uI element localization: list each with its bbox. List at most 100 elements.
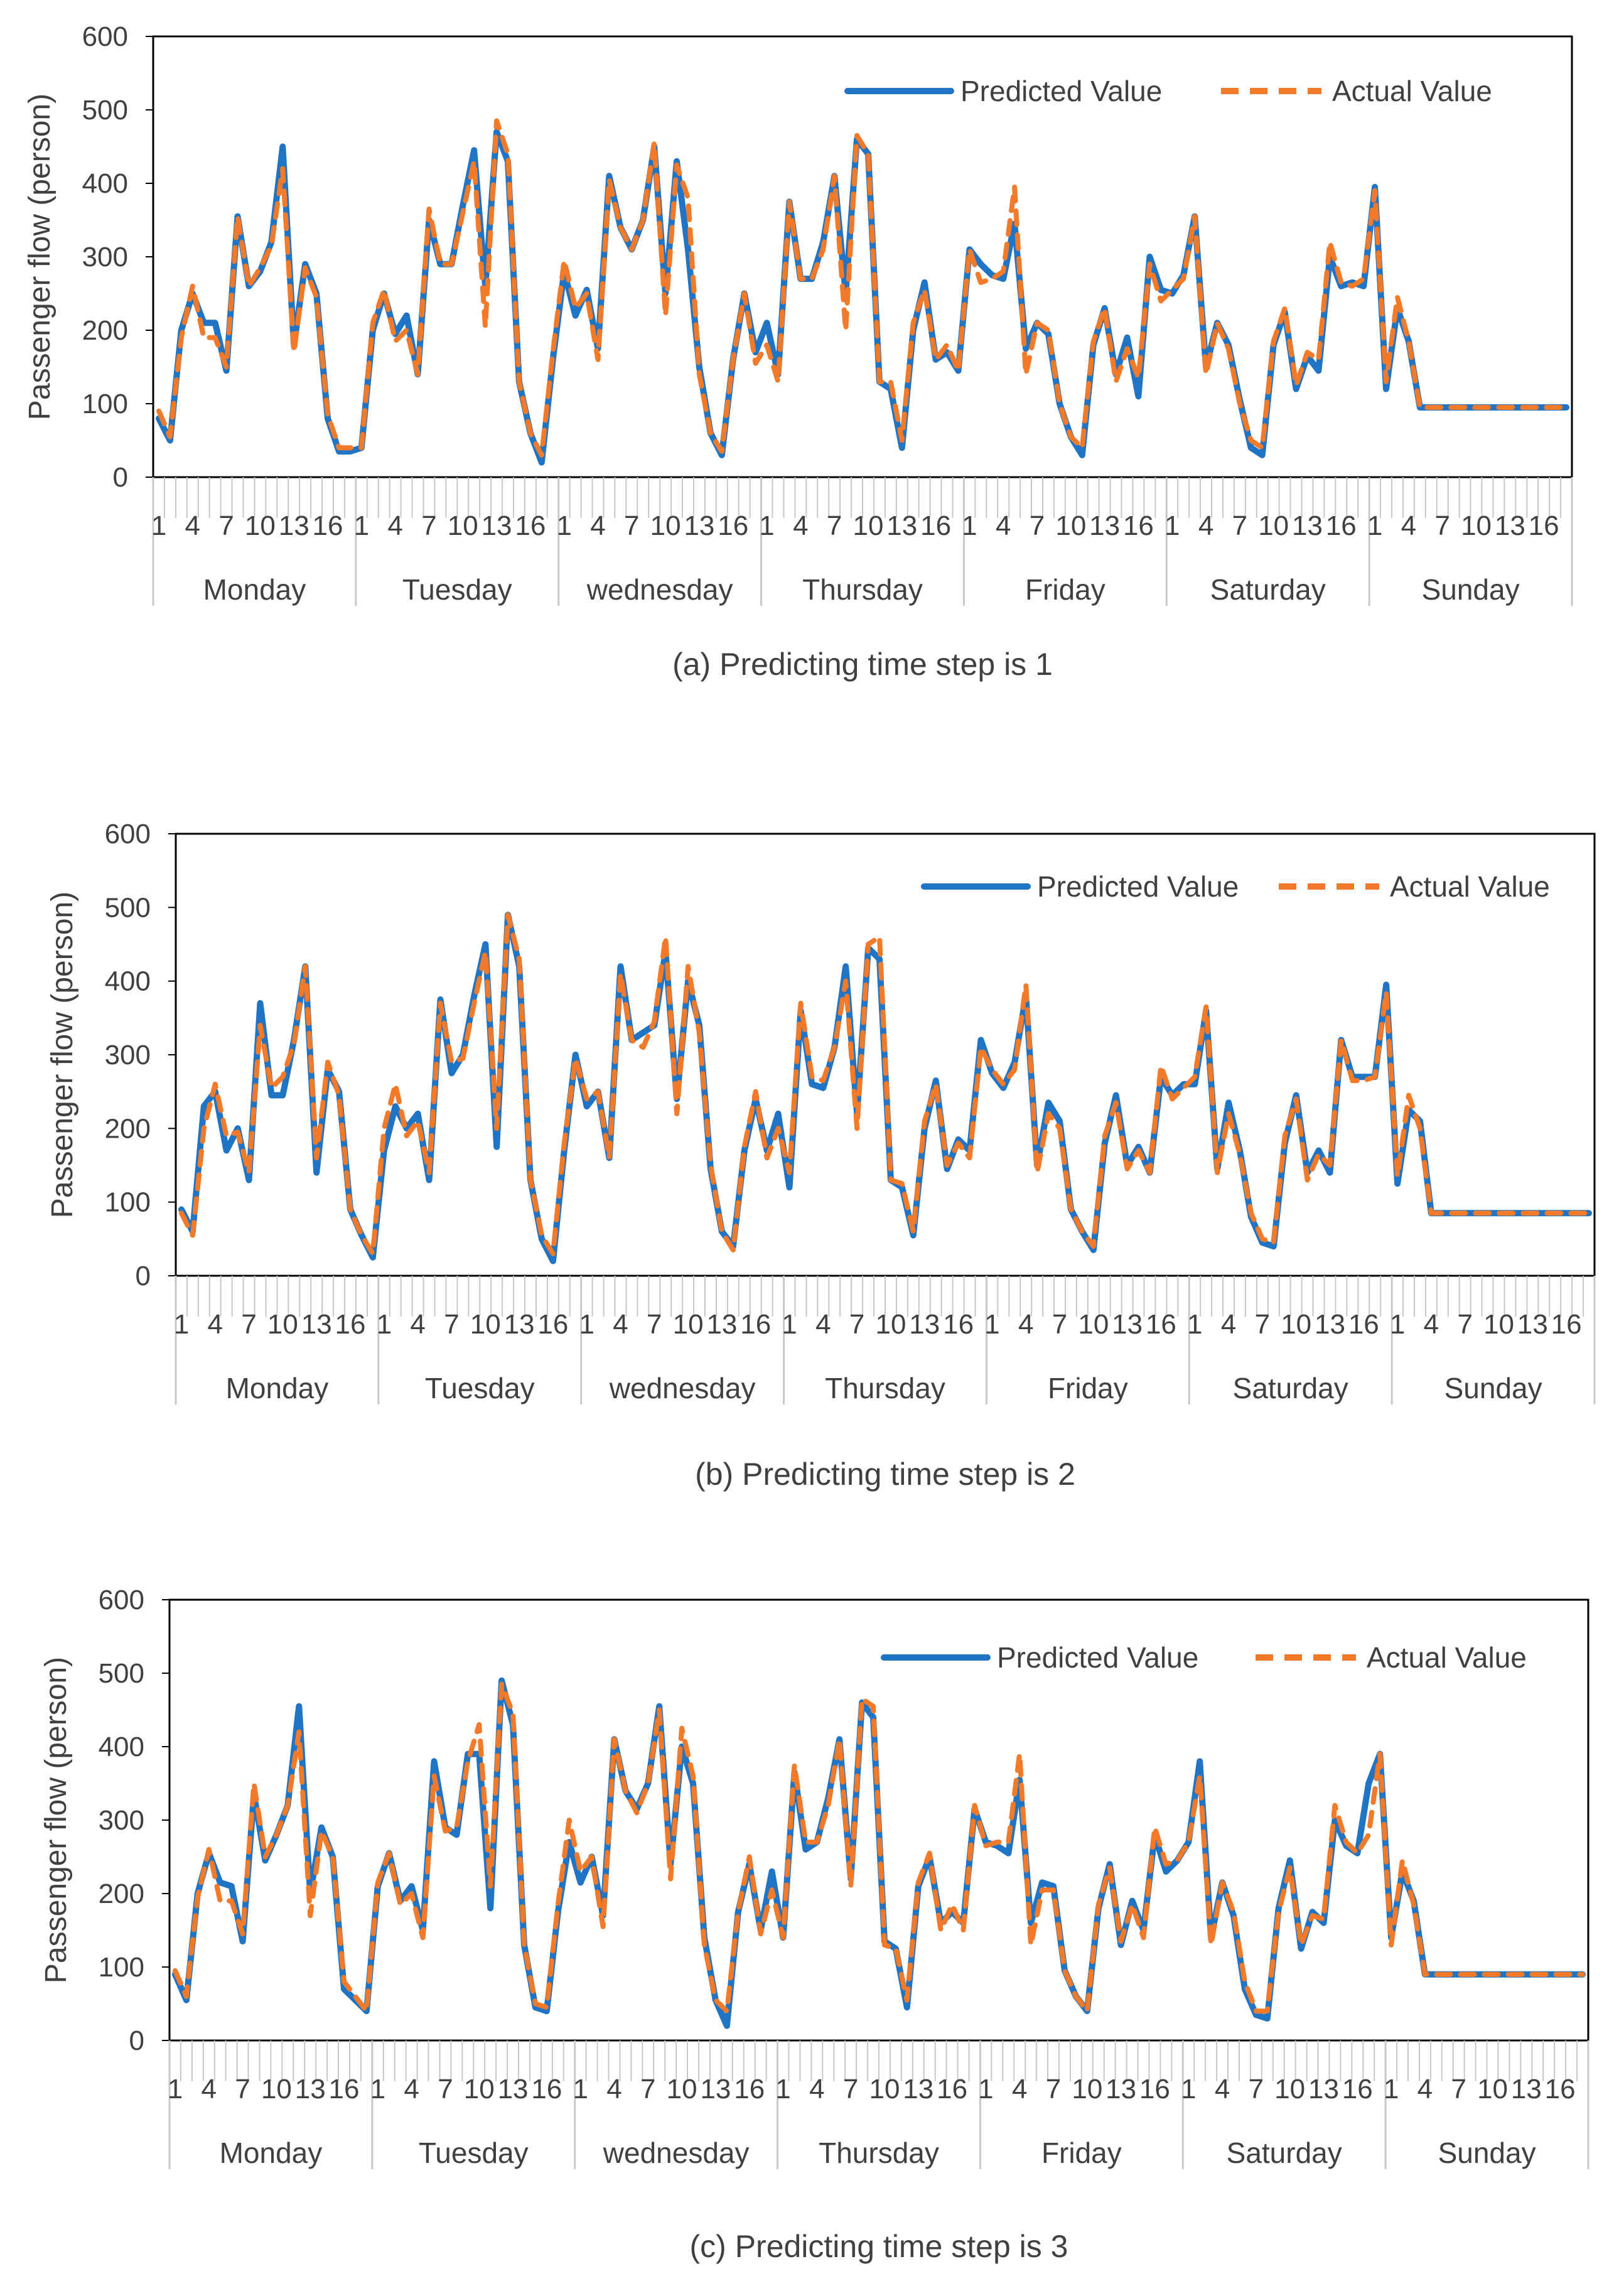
day-label-wednesday: wednesday	[609, 1372, 756, 1404]
y-tick-label: 600	[82, 21, 128, 52]
x-tick-label: 1	[354, 510, 369, 541]
x-tick-label: 1	[1187, 1309, 1202, 1340]
x-tick-label: 16	[1342, 2074, 1373, 2105]
legend: Predicted Value Actual Value	[921, 870, 1550, 903]
x-tick-label: 16	[537, 1309, 568, 1340]
series-line-actual	[179, 912, 1591, 1256]
legend-label-predicted: Predicted Value	[1037, 870, 1239, 903]
y-tick-label: 200	[105, 1113, 151, 1144]
x-tick-label: 10	[869, 2074, 900, 2105]
y-tick-label: 300	[99, 1805, 144, 1836]
x-tick-label: 16	[1348, 1309, 1379, 1340]
x-tick-label: 4	[1424, 1309, 1439, 1340]
x-tick-label: 16	[1551, 1309, 1582, 1340]
legend-label-actual: Actual Value	[1367, 1641, 1527, 1674]
x-tick-label: 1	[775, 2074, 790, 2105]
day-label-sunday: Sunday	[1438, 2137, 1536, 2169]
x-tick-label: 16	[1139, 2074, 1170, 2105]
x-tick-label: 10	[1055, 510, 1086, 541]
day-label-thursday: Thursday	[802, 573, 923, 606]
x-tick-label: 13	[1292, 510, 1323, 541]
legend-label-actual: Actual Value	[1390, 870, 1550, 903]
legend-label-predicted: Predicted Value	[960, 75, 1162, 107]
legend: Predicted Value Actual Value	[881, 1641, 1527, 1674]
x-tick-label: 16	[943, 1309, 974, 1340]
x-tick-label: 1	[579, 1309, 594, 1340]
x-tick-label: 10	[1461, 510, 1492, 541]
x-tick-label: 10	[448, 510, 478, 541]
day-label-sunday: Sunday	[1444, 1372, 1542, 1404]
x-tick-label: 13	[504, 1309, 535, 1340]
y-axis-label: Passenger flow (person)	[23, 94, 56, 420]
x-tick-label: 7	[640, 2074, 655, 2105]
y-tick-label: 100	[82, 389, 128, 419]
y-tick-label: 400	[105, 966, 151, 997]
y-tick-label: 100	[105, 1187, 151, 1218]
y-tick-label: 200	[99, 1878, 144, 1909]
x-tick-label: 16	[937, 2074, 967, 2105]
x-tick-label: 4	[387, 510, 402, 541]
day-label-tuesday: Tuesday	[419, 2137, 529, 2169]
chart-panel-3: 0 100 200 300 400 500 600 Passenger flow (perso…	[40, 1585, 1589, 2264]
x-tick-label: 10	[464, 2074, 495, 2105]
x-tick-label: 13	[700, 2074, 731, 2105]
x-tick-label: 13	[903, 2074, 933, 2105]
x-tick-label: 4	[1012, 2074, 1027, 2105]
x-tick-label: 13	[886, 510, 917, 541]
x-tick-label: 16	[515, 510, 546, 541]
series-line-actual	[156, 118, 1569, 458]
day-label-friday: Friday	[1041, 2137, 1122, 2169]
x-tick-label: 16	[734, 2074, 765, 2105]
series-line-actual	[173, 1681, 1585, 2014]
x-tick-label: 10	[261, 2074, 292, 2105]
x-tick-label: 7	[218, 510, 234, 541]
x-tick-label: 4	[1221, 1309, 1236, 1340]
x-tick-label: 13	[1517, 1309, 1548, 1340]
x-tick-label: 13	[1089, 510, 1120, 541]
y-tick-label: 500	[105, 892, 151, 923]
x-tick-label: 16	[920, 510, 951, 541]
x-tick-label: 4	[815, 1309, 831, 1340]
x-tick-label: 10	[1258, 510, 1289, 541]
x-tick-label: 10	[267, 1309, 298, 1340]
x-tick-label: 4	[793, 510, 808, 541]
x-tick-label: 1	[984, 1309, 999, 1340]
x-tick-label: 13	[301, 1309, 332, 1340]
x-tick-label: 4	[1198, 510, 1213, 541]
x-tick-label: 7	[1457, 1309, 1472, 1340]
x-tick-label: 16	[1529, 510, 1559, 541]
x-tick-label: 13	[1112, 1309, 1143, 1340]
y-axis-label: Passenger flow (person)	[40, 1657, 73, 1983]
x-tick-label: 13	[481, 510, 512, 541]
y-tick-label: 300	[82, 242, 128, 272]
day-label-wednesday: wednesday	[603, 2137, 750, 2169]
x-tick-label: 4	[202, 2074, 217, 2105]
day-label-wednesday: wednesday	[586, 573, 733, 606]
x-tick-label: 1	[1367, 510, 1382, 541]
x-tick-label: 1	[759, 510, 774, 541]
y-tick-label: 400	[82, 168, 128, 199]
x-tick-label: 7	[849, 1309, 864, 1340]
y-tick-label: 200	[82, 315, 128, 346]
x-tick-label: 4	[613, 1309, 628, 1340]
chart-caption: (a) Predicting time step is 1	[672, 647, 1053, 682]
x-tick-label: 10	[1477, 2074, 1508, 2105]
day-label-tuesday: Tuesday	[425, 1372, 535, 1404]
chart-caption: (b) Predicting time step is 2	[695, 1457, 1075, 1492]
x-tick-label: 7	[241, 1309, 256, 1340]
legend-label-actual: Actual Value	[1332, 75, 1492, 107]
x-tick-label: 4	[1215, 2074, 1230, 2105]
x-tick-label: 16	[718, 510, 748, 541]
x-tick-label: 7	[421, 510, 436, 541]
x-tick-label: 1	[962, 510, 977, 541]
x-tick-label: 13	[1495, 510, 1525, 541]
x-tick-label: 1	[1384, 2074, 1399, 2105]
x-tick-label: 16	[1545, 2074, 1576, 2105]
x-tick-label: 10	[673, 1309, 704, 1340]
x-tick-label: 13	[684, 510, 714, 541]
x-tick-label: 13	[498, 2074, 529, 2105]
x-tick-label: 4	[1401, 510, 1416, 541]
x-tick-label: 7	[438, 2074, 453, 2105]
